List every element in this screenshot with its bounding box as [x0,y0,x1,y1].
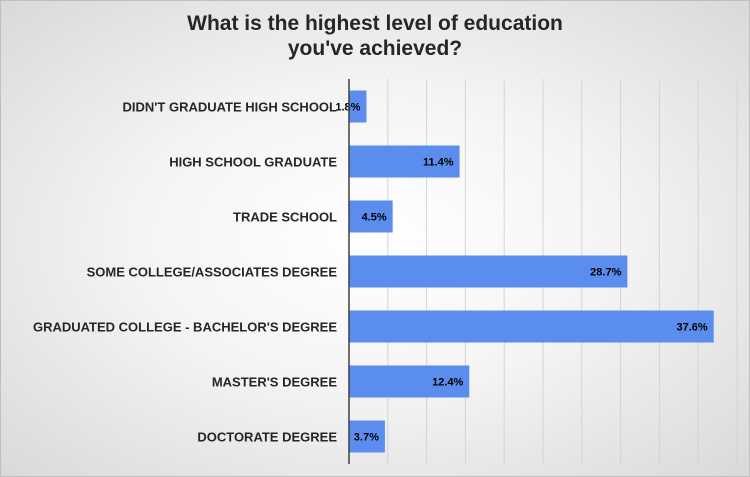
category-label: TRADE SCHOOL [233,210,337,225]
chart-title: What is the highest level of education y… [1,11,749,61]
category-label: SOME COLLEGE/ASSOCIATES DEGREE [87,265,338,280]
category-label: HIGH SCHOOL GRADUATE [169,155,337,170]
data-label: 11.4% [423,157,454,169]
bar [349,310,714,343]
chart-title-line-2: you've achieved? [287,37,463,60]
category-label: DIDN'T GRADUATE HIGH SCHOOL [123,100,338,115]
data-label: 4.5% [362,212,387,224]
bar [349,145,460,178]
bar [349,365,470,398]
bar [349,90,367,123]
data-label: 1.8% [335,102,360,114]
data-label: 28.7% [590,267,621,279]
bar [349,200,393,233]
data-label: 12.4% [432,377,463,389]
data-label: 3.7% [354,432,379,444]
chart-title-line-1: What is the highest level of education [187,12,563,35]
bar [349,255,628,288]
category-label: MASTER'S DEGREE [212,375,337,390]
bar [349,420,385,453]
category-label: GRADUATED COLLEGE - BACHELOR'S DEGREE [33,320,337,335]
data-label: 37.6% [677,322,708,334]
category-label: DOCTORATE DEGREE [197,430,337,445]
